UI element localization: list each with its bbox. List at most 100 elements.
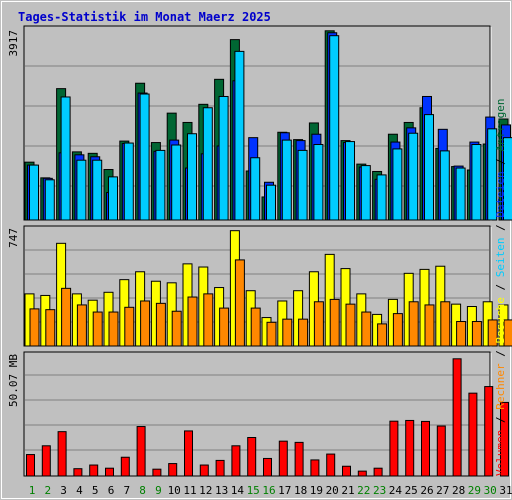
bar-rechner-day-31 xyxy=(503,319,512,347)
day-label-21: 21 xyxy=(341,484,354,497)
bar-volumen-day-2 xyxy=(41,445,51,477)
bar-volumen-day-21 xyxy=(342,465,351,477)
day-label-24: 24 xyxy=(389,484,403,497)
day-label-17: 17 xyxy=(278,484,291,497)
bar-volumen-day-7 xyxy=(120,456,130,477)
bar-volumen-day-13 xyxy=(215,459,225,477)
bar-seiten-day-4 xyxy=(76,159,87,221)
bar-rechner-day-17 xyxy=(282,318,293,347)
bar-seiten-day-18 xyxy=(297,149,308,221)
bar-rechner-day-28 xyxy=(456,321,467,347)
bar-rechner-day-6 xyxy=(108,311,119,347)
day-label-16: 16 xyxy=(262,484,275,497)
day-label-22: 22 xyxy=(357,484,370,497)
bar-volumen-day-31 xyxy=(500,401,509,477)
bar-volumen-day-14 xyxy=(231,445,241,477)
bar-rechner-day-20 xyxy=(329,298,340,347)
bar-seiten-day-31 xyxy=(503,137,512,221)
bar-seiten-day-20 xyxy=(329,35,340,221)
bar-rechner-day-10 xyxy=(171,310,182,347)
day-label-25: 25 xyxy=(405,484,418,497)
legend-besuche: Besuche xyxy=(494,297,507,343)
day-label-13: 13 xyxy=(215,484,228,497)
bar-seiten-day-16 xyxy=(266,184,276,221)
bar-seiten-day-5 xyxy=(92,159,103,221)
bar-volumen-day-10 xyxy=(168,463,178,477)
bar-volumen-day-28 xyxy=(452,358,462,477)
legend-anfragen: Anfragen xyxy=(494,98,507,151)
bar-volumen-day-16 xyxy=(263,457,272,477)
bar-volumen-day-3 xyxy=(57,431,67,477)
legend-sep-4: / xyxy=(494,224,507,231)
bar-volumen-day-12 xyxy=(199,464,209,477)
bar-seiten-day-17 xyxy=(281,139,292,221)
bar-seiten-day-30 xyxy=(487,128,498,221)
bar-volumen-day-27 xyxy=(436,425,446,477)
legend-volumen: Volumen xyxy=(494,430,507,476)
bar-rechner-day-30 xyxy=(487,319,498,347)
bar-volumen-day-25 xyxy=(405,419,415,477)
day-label-11: 11 xyxy=(183,484,196,497)
bar-seiten-day-3 xyxy=(60,96,71,221)
bar-seiten-day-26 xyxy=(424,114,434,221)
bar-volumen-day-1 xyxy=(26,454,35,477)
bar-rechner-day-18 xyxy=(298,318,309,347)
day-label-27: 27 xyxy=(436,484,449,497)
day-label-15: 15 xyxy=(247,484,260,497)
day-label-19: 19 xyxy=(310,484,323,497)
bar-volumen-day-19 xyxy=(310,459,320,477)
day-label-26: 26 xyxy=(420,484,433,497)
legend-sep-2: / xyxy=(494,350,507,357)
bar-volumen-day-20 xyxy=(326,453,336,477)
bar-seiten-day-15 xyxy=(250,157,261,221)
bar-rechner-day-5 xyxy=(92,311,103,347)
bar-rechner-day-7 xyxy=(124,306,135,347)
legend-rechner: Rechner xyxy=(494,363,507,410)
y-max-label-panel-1: 3917 xyxy=(7,30,20,57)
bar-seiten-day-14 xyxy=(234,50,245,221)
bar-rechner-day-19 xyxy=(313,301,324,347)
day-label-2: 2 xyxy=(44,484,51,497)
bar-seiten-day-7 xyxy=(123,142,134,221)
bar-seiten-day-19 xyxy=(313,144,324,221)
day-label-6: 6 xyxy=(108,484,115,497)
bar-rechner-day-22 xyxy=(361,311,372,347)
bar-rechner-day-25 xyxy=(408,301,419,347)
bar-rechner-day-9 xyxy=(155,302,166,347)
bar-rechner-day-27 xyxy=(440,301,451,347)
bar-volumen-day-6 xyxy=(105,467,114,477)
bar-seiten-day-21 xyxy=(345,141,355,221)
bar-rechner-day-3 xyxy=(61,287,72,347)
bar-seiten-day-28 xyxy=(455,167,466,221)
legend-sep-1: / xyxy=(494,416,507,423)
bar-rechner-day-12 xyxy=(203,293,214,347)
bar-volumen-day-22 xyxy=(357,470,367,477)
bar-volumen-day-29 xyxy=(468,392,478,477)
bar-volumen-day-30 xyxy=(484,386,494,477)
day-label-10: 10 xyxy=(168,484,181,497)
panel-3-frame xyxy=(23,351,491,477)
day-label-8: 8 xyxy=(139,484,146,497)
bar-volumen-day-4 xyxy=(73,468,83,477)
bar-volumen-day-9 xyxy=(152,468,162,477)
day-label-18: 18 xyxy=(294,484,307,497)
bar-volumen-day-24 xyxy=(389,420,399,477)
legend-sep-5: / xyxy=(494,158,507,165)
bar-seiten-day-22 xyxy=(360,165,371,221)
bar-rechner-day-24 xyxy=(392,313,403,347)
bar-seiten-day-27 xyxy=(439,150,450,221)
bar-volumen-day-8 xyxy=(136,426,146,477)
chart-title: Tages-Statistik im Monat Maerz 2025 xyxy=(18,10,271,24)
bar-rechner-day-26 xyxy=(424,304,435,347)
day-label-12: 12 xyxy=(199,484,212,497)
day-label-4: 4 xyxy=(76,484,83,497)
bar-seiten-day-13 xyxy=(218,95,229,221)
day-label-5: 5 xyxy=(92,484,99,497)
legend-sep-3: / xyxy=(494,284,507,291)
bar-seiten-day-2 xyxy=(44,179,55,221)
day-label-20: 20 xyxy=(326,484,339,497)
bar-rechner-day-11 xyxy=(187,296,198,347)
y-max-label-panel-2: 747 xyxy=(7,228,20,248)
